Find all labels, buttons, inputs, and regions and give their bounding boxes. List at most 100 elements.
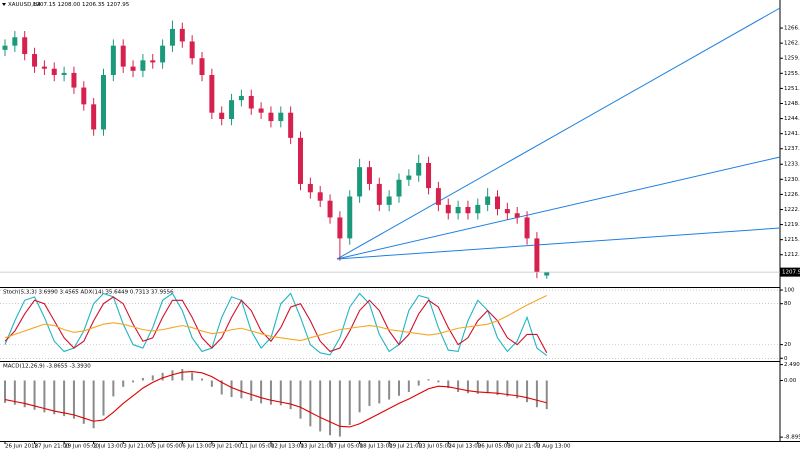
macd-bar (260, 380, 263, 404)
candle-body (130, 66, 136, 71)
y-tick-label: 2.4905 (784, 362, 800, 368)
time-label: 19 Jul 21:00 (389, 444, 422, 450)
fan-line (336, 7, 781, 260)
macd-bar (486, 380, 489, 394)
macd-bar (289, 380, 292, 410)
candle-body (327, 200, 333, 218)
candle-body (91, 104, 97, 130)
macd-bar (407, 380, 410, 392)
candle-body (357, 167, 363, 197)
time-label: 24 Jul 13:00 (448, 444, 481, 450)
candle-body (2, 45, 8, 50)
macd-bar (191, 372, 194, 381)
candle-body (81, 87, 87, 105)
candle-body (396, 179, 402, 197)
time-label: 26 Jun 2018 (5, 444, 39, 450)
candle-body (445, 204, 451, 214)
candle-body (504, 209, 510, 214)
y-tick-label: 1241.00 (784, 131, 800, 137)
macd-bar (447, 380, 450, 389)
macd-bar (250, 380, 253, 401)
macd-bar (516, 380, 519, 399)
price-box (780, 267, 800, 277)
candle-body (416, 162, 422, 176)
macd-bar (201, 378, 203, 381)
macd-bar (299, 380, 302, 419)
candle-body (199, 58, 205, 75)
macd-bar (132, 380, 135, 383)
macd-bar (171, 370, 174, 381)
macd-bar (378, 380, 381, 404)
candle-body (278, 112, 284, 122)
macd-bar (437, 380, 440, 383)
y-tick-label: 1219.30 (784, 222, 800, 228)
y-tick-label: 1226.50 (784, 192, 800, 198)
macd-bar (82, 380, 85, 424)
candle-body (71, 72, 77, 88)
candle-body (101, 74, 106, 130)
macd-bar (269, 380, 272, 405)
macd-bar (388, 380, 391, 400)
macd-bar (506, 380, 509, 397)
gann-fan (336, 7, 781, 260)
y-tick-label: 100 (784, 288, 795, 294)
indicator-line (4, 371, 547, 428)
time-label: 3 Jul 21:00 (123, 444, 153, 450)
candle-body (524, 217, 530, 239)
time-label: 2 Aug 13:00 (537, 444, 571, 450)
menu-arrow[interactable] (2, 3, 6, 6)
time-label: 26 Jul 05:00 (478, 444, 511, 450)
y-tick-label: 1259.00 (784, 56, 800, 62)
candle-body (376, 183, 382, 205)
y-tick-label: 1266.20 (784, 26, 800, 32)
macd-bar (112, 380, 115, 397)
macd-bar (92, 380, 95, 429)
candle-body (475, 204, 481, 214)
macd-bar (457, 380, 460, 392)
fan-line (336, 227, 781, 260)
indicator-line (4, 296, 548, 354)
macd-bar (23, 380, 26, 408)
macd-bar (72, 380, 75, 419)
y-tick-label: 1212.10 (784, 252, 800, 258)
macd-bar (102, 380, 105, 416)
candle-body (219, 112, 225, 119)
candle-body (386, 196, 392, 205)
macd-bar (398, 380, 400, 396)
y-tick-label: 1215.70 (784, 237, 800, 243)
y-tick-label: 1262.60 (784, 41, 800, 47)
y-tick-label: 0 (784, 356, 788, 362)
y-tick-label: 1244.60 (784, 116, 800, 122)
y-tick-label: 1255.40 (784, 71, 800, 77)
candle-body (268, 112, 274, 122)
fan-line (336, 156, 781, 260)
candle-body (12, 37, 18, 46)
macd-bar (43, 380, 46, 413)
macd-bar (476, 380, 479, 394)
macd-bar (496, 380, 499, 396)
macd-bar (535, 380, 538, 408)
macd-bar (181, 369, 184, 381)
time-label: 29 Jun 05:00 (64, 444, 99, 450)
candle-body (317, 192, 323, 201)
macd-bar (329, 380, 332, 436)
time-label: 5 Jul 05:00 (153, 444, 183, 450)
time-label: 11 Jul 05:00 (241, 444, 274, 450)
candle-body (307, 183, 313, 193)
candle-body (169, 28, 175, 46)
candle-body (32, 54, 38, 67)
y-tick-label: 80 (784, 301, 791, 307)
macd-bar (141, 377, 144, 381)
candle-body (22, 37, 28, 55)
macd-bar (338, 380, 341, 437)
candle-body (337, 217, 343, 239)
candle-body (298, 137, 303, 184)
macd-bar (151, 375, 154, 381)
time-label: 27 Jun 21:00 (35, 444, 70, 450)
macd-bar (210, 380, 213, 387)
time-label: 6 Jul 13:00 (182, 444, 212, 450)
indicator-line (4, 295, 547, 342)
candle-body (179, 28, 185, 42)
y-tick-label: 1237.40 (784, 146, 800, 152)
